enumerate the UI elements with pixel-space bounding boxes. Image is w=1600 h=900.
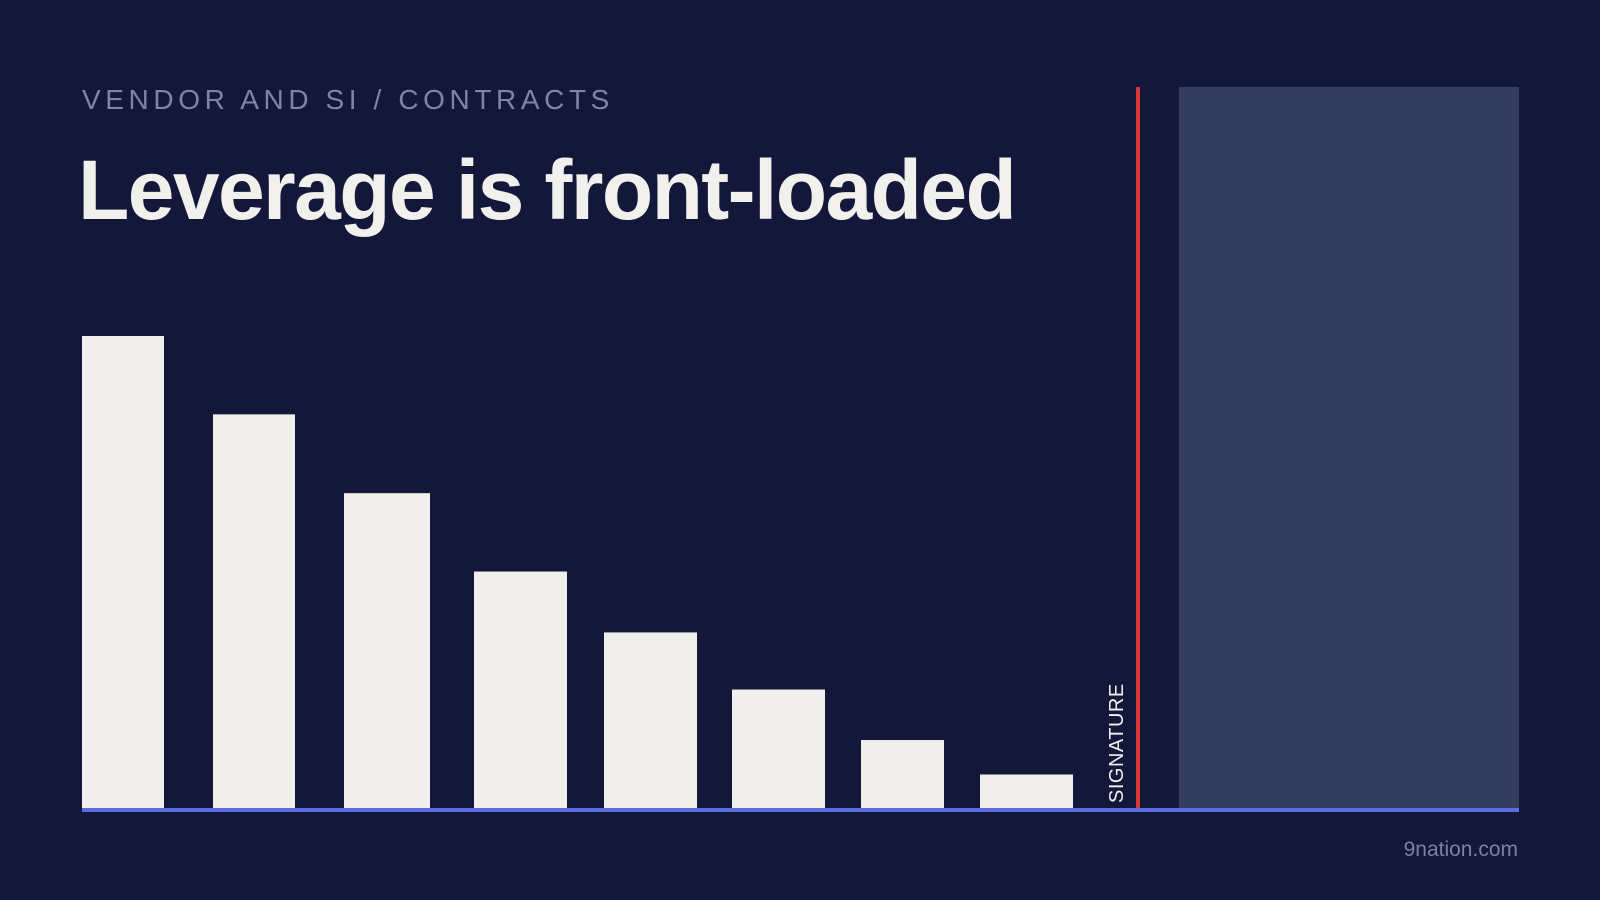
bar-3	[344, 493, 430, 808]
source-credit: 9nation.com	[1403, 838, 1518, 861]
bar-5	[604, 632, 697, 808]
section-eyebrow: VENDOR AND SI / CONTRACTS	[82, 84, 614, 115]
page-title: Leverage is front-loaded	[78, 143, 1017, 237]
bar-7	[861, 740, 944, 808]
bars-group	[82, 336, 1073, 808]
bar-8	[980, 774, 1073, 808]
bar-2	[213, 414, 295, 808]
bar-4	[474, 571, 567, 808]
post-signature-region	[1179, 87, 1519, 809]
bar-1	[82, 336, 164, 808]
bar-6	[732, 689, 825, 808]
signature-label: SIGNATURE	[1106, 683, 1128, 803]
